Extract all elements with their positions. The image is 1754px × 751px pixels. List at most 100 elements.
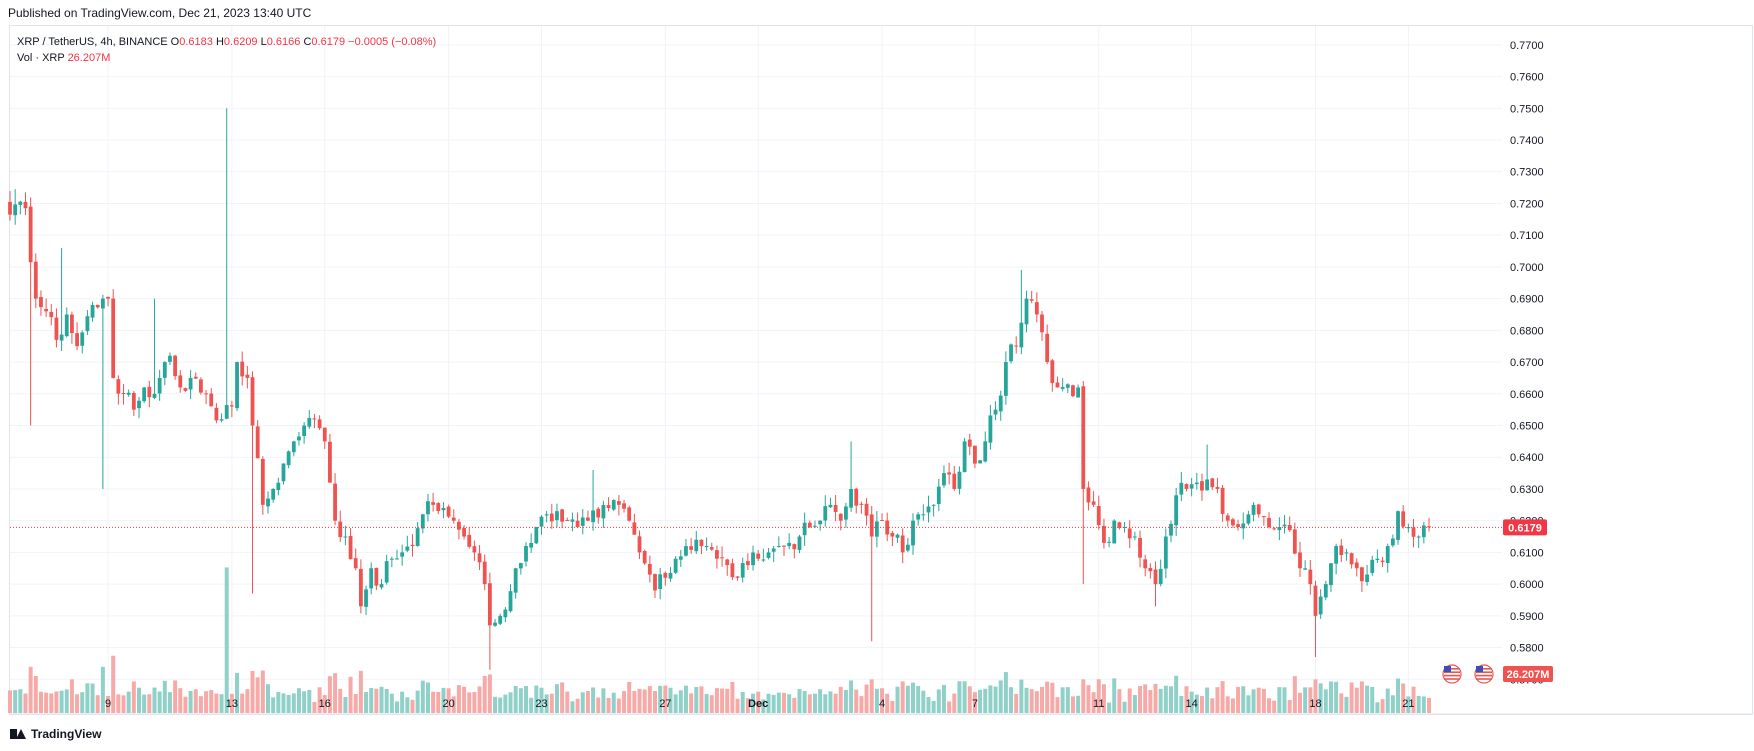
volume-bar	[1122, 701, 1127, 713]
volume-bar	[472, 692, 477, 713]
symbol-label[interactable]: XRP / TetherUS, 4h, BINANCE	[17, 36, 168, 48]
volume-bar	[116, 694, 121, 713]
volume-bar	[1174, 675, 1179, 713]
candle-body	[333, 483, 337, 521]
candle-body	[988, 415, 993, 443]
candle-body	[75, 333, 79, 347]
candle-body	[1184, 484, 1189, 489]
candle-body	[715, 550, 719, 559]
candle-body	[426, 501, 430, 515]
candle-body	[1024, 298, 1029, 325]
price-candles	[8, 108, 1431, 670]
volume-bar	[209, 690, 214, 713]
volume-label[interactable]: Vol · XRP	[17, 52, 65, 64]
candle-body	[916, 514, 921, 520]
volume-bar	[224, 567, 229, 713]
volume-bar	[787, 694, 792, 713]
volume-bar	[792, 697, 797, 713]
volume-bar	[1065, 687, 1070, 713]
volume-bar	[967, 686, 972, 713]
volume-bar	[647, 686, 652, 713]
volume-bar	[420, 680, 425, 713]
candle-body	[1127, 528, 1132, 539]
volume-bar	[245, 689, 250, 713]
candle-body	[833, 505, 838, 512]
volume-bar	[854, 689, 859, 713]
volume-bar	[405, 697, 410, 713]
volume-bar	[1385, 688, 1390, 713]
volume-bar	[255, 677, 260, 713]
candle-body	[699, 539, 704, 547]
volume-bar	[606, 697, 611, 713]
volume-bar	[1298, 692, 1302, 713]
candle-body	[684, 546, 688, 556]
volume-bar	[1406, 696, 1411, 713]
candle-body	[549, 513, 554, 522]
volume-bar	[957, 681, 962, 713]
time-tick-label: 13	[226, 698, 238, 710]
candle-body	[689, 546, 694, 550]
candle-body	[895, 534, 900, 538]
time-tick-label: Dec	[748, 698, 768, 710]
candle-body	[80, 332, 85, 346]
volume-bar	[338, 688, 343, 713]
volume-bar	[286, 694, 291, 713]
candle-body	[400, 552, 405, 557]
volume-bar	[353, 693, 358, 713]
candle-body	[570, 519, 575, 522]
volume-bar	[993, 686, 998, 713]
volume-bar	[1292, 676, 1297, 713]
candle-body	[8, 201, 12, 215]
candle-body	[487, 583, 492, 626]
volume-bar	[374, 688, 379, 713]
candle-body	[467, 534, 472, 547]
volume-bar	[157, 691, 162, 713]
candle-body	[1050, 360, 1055, 384]
candle-body	[1034, 302, 1039, 315]
volume-bar	[735, 698, 740, 713]
candle-body	[152, 393, 157, 398]
volume-bar	[740, 692, 745, 713]
flag-stripe	[1444, 674, 1460, 677]
candle-body	[1401, 511, 1406, 527]
candle-body	[281, 463, 286, 482]
volume-bar	[988, 685, 993, 713]
candle-body	[13, 204, 18, 216]
candle-body	[1277, 527, 1282, 531]
volume-bar	[152, 687, 157, 713]
candle-body	[647, 563, 652, 575]
volume-bar	[1427, 697, 1431, 713]
price-tick-label: 0.7400	[1510, 135, 1544, 147]
volume-bar	[1091, 692, 1096, 713]
candle-body	[477, 553, 482, 563]
volume-bar	[100, 666, 105, 713]
change-value: −0.0005 (−0.08%)	[348, 36, 437, 48]
candle-body	[874, 521, 879, 537]
candle-body	[1241, 523, 1246, 529]
volume-bar	[1396, 678, 1401, 713]
time-tick-label: 23	[535, 698, 547, 710]
volume-bar	[704, 694, 709, 713]
brand-label: TradingView	[31, 727, 102, 741]
candle-body	[410, 544, 415, 547]
volume-bar	[513, 686, 518, 713]
candle-body	[751, 552, 755, 566]
volume-bar	[529, 697, 534, 713]
volume-bar	[1421, 696, 1426, 713]
volume-bar	[410, 699, 415, 713]
volume-bar	[1303, 687, 1308, 713]
time-tick-label: 27	[659, 698, 671, 710]
chart-legend: XRP / TetherUS, 4h, BINANCE O0.6183 H0.6…	[17, 34, 436, 66]
time-tick-label: 4	[879, 698, 885, 710]
candle-body	[503, 609, 508, 618]
tradingview-brand[interactable]: TradingView	[10, 727, 101, 741]
volume-bar	[699, 686, 704, 713]
candle-body	[276, 482, 281, 491]
volume-bar	[565, 691, 570, 713]
volume-bar	[1169, 686, 1173, 713]
volume-bar	[90, 683, 95, 713]
price-tick-label: 0.6900	[1510, 294, 1544, 306]
candle-body	[374, 567, 379, 586]
candle-body	[1380, 560, 1385, 563]
